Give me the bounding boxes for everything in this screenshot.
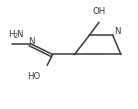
Text: H: H [8, 30, 15, 39]
Text: 2: 2 [13, 33, 17, 39]
Text: HO: HO [28, 72, 41, 81]
Text: N: N [28, 37, 35, 46]
Text: N: N [16, 30, 23, 39]
Text: N: N [115, 27, 121, 36]
Text: OH: OH [92, 8, 106, 16]
